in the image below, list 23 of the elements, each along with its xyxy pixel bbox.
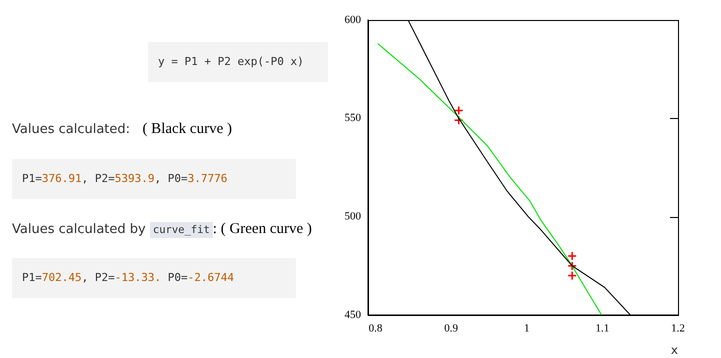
point bbox=[454, 116, 464, 126]
x-axis-title: x bbox=[670, 342, 678, 357]
text: Values calculated by bbox=[12, 222, 146, 237]
text: P1=702.45, P2=-13.33. P0=-2.6744 bbox=[22, 271, 234, 284]
x-tick-label: 1 bbox=[524, 322, 530, 334]
text: curve_fit bbox=[150, 222, 213, 238]
x-tick-label: 1.1 bbox=[596, 322, 610, 334]
y-tick-label: 600 bbox=[344, 14, 362, 26]
point bbox=[454, 106, 464, 116]
text: y = P1 + P2 exp(-P0 x) bbox=[158, 55, 304, 68]
x-tick-label: 0.9 bbox=[444, 322, 459, 334]
point bbox=[567, 251, 577, 261]
text: Values calculated: bbox=[12, 122, 130, 137]
text: ( Black curve ) bbox=[142, 121, 232, 137]
y-tick-label: 550 bbox=[344, 112, 362, 124]
y-tick-label: 500 bbox=[344, 210, 362, 223]
x-tick-label: 1.2 bbox=[671, 322, 685, 334]
text: : ( Green curve ) bbox=[212, 221, 312, 237]
text: P1=376.91, P2=5393.9, P0=3.7776 bbox=[22, 172, 228, 185]
x-tick-label: 0.8 bbox=[368, 322, 383, 334]
point bbox=[567, 270, 577, 280]
point bbox=[567, 261, 577, 271]
y-tick-label: 450 bbox=[344, 308, 362, 321]
